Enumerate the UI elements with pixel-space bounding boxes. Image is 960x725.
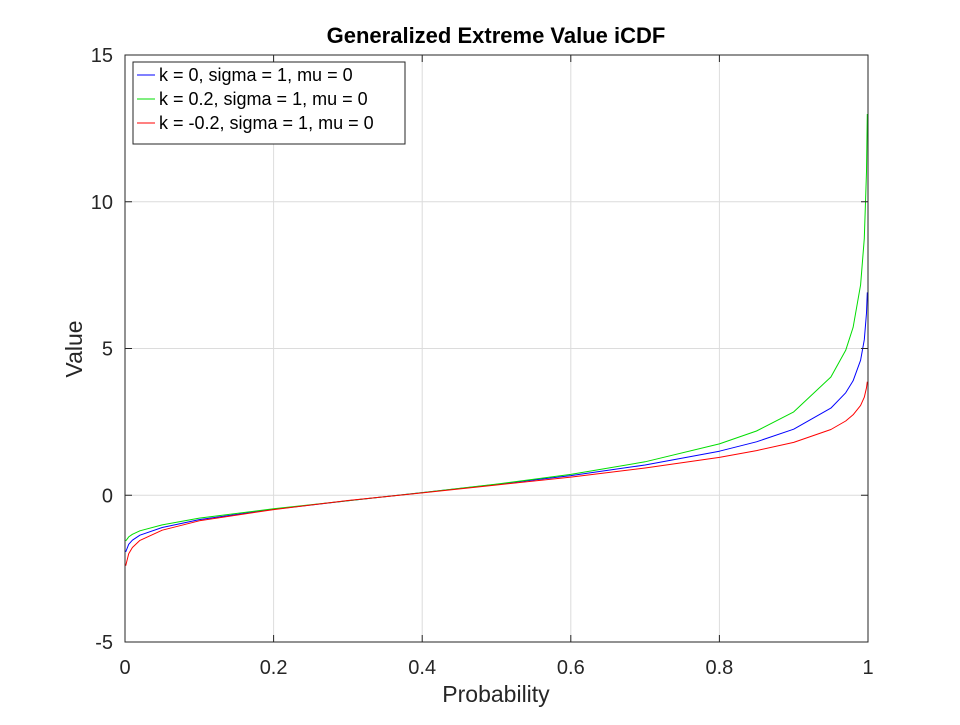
x-axis-label: Probability bbox=[442, 681, 550, 707]
y-tick-label: 5 bbox=[102, 339, 113, 361]
y-tick-label: -5 bbox=[95, 632, 113, 654]
axis-ticks: 0 0.2 0.4 0.6 0.8 1 -5 0 5 10 15 bbox=[91, 45, 874, 679]
legend-box bbox=[132, 61, 406, 145]
x-tick-label: 0.8 bbox=[705, 657, 733, 679]
series-line-2 bbox=[125, 113, 868, 542]
x-tick-label: 0.6 bbox=[557, 657, 585, 679]
legend-entry-2: k = 0.2, sigma = 1, mu = 0 bbox=[159, 89, 368, 109]
y-tick-label: 10 bbox=[91, 192, 113, 214]
y-tick-label: 15 bbox=[91, 45, 113, 67]
series-line-1 bbox=[125, 292, 868, 553]
series-line-3 bbox=[125, 381, 868, 566]
legend: k = 0, sigma = 1, mu = 0 k = 0.2, sigma =… bbox=[132, 61, 406, 145]
x-tick-label: 0.2 bbox=[260, 657, 288, 679]
x-tick-label: 0 bbox=[119, 657, 130, 679]
legend-entry-3: k = -0.2, sigma = 1, mu = 0 bbox=[159, 113, 374, 133]
grid-lines bbox=[125, 55, 868, 642]
chart-title: Generalized Extreme Value iCDF bbox=[327, 23, 666, 48]
series-lines bbox=[125, 113, 868, 566]
x-tick-label: 1 bbox=[862, 657, 873, 679]
x-tick-label: 0.4 bbox=[408, 657, 436, 679]
legend-entry-1: k = 0, sigma = 1, mu = 0 bbox=[159, 65, 353, 85]
y-tick-label: 0 bbox=[102, 485, 113, 507]
y-axis-label: Value bbox=[61, 320, 87, 377]
